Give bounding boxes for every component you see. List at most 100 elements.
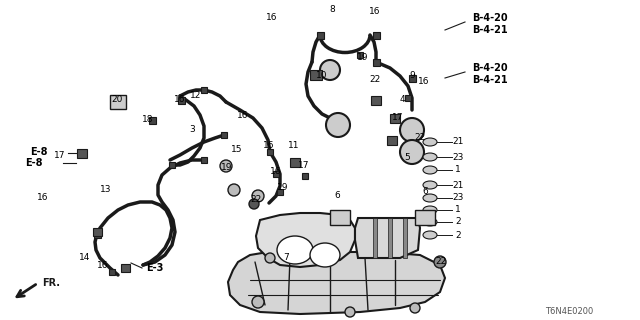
Text: 19: 19	[277, 183, 289, 193]
Text: 21: 21	[452, 180, 464, 189]
Text: 10: 10	[316, 70, 328, 79]
Text: 1: 1	[455, 205, 461, 214]
Text: 20: 20	[111, 95, 123, 105]
Text: 15: 15	[231, 146, 243, 155]
Text: 22: 22	[414, 133, 426, 142]
Text: B-4-20: B-4-20	[472, 13, 508, 23]
Text: 14: 14	[79, 253, 91, 262]
Ellipse shape	[423, 231, 437, 239]
Text: 19: 19	[221, 164, 233, 172]
Text: 23: 23	[452, 194, 464, 203]
Bar	[277, 189, 283, 195]
Polygon shape	[355, 218, 420, 258]
Ellipse shape	[277, 236, 313, 264]
Text: 4: 4	[399, 95, 405, 105]
Bar	[415, 210, 435, 225]
Text: B-4-21: B-4-21	[472, 25, 508, 35]
Bar	[390, 114, 400, 123]
Text: 17: 17	[298, 161, 310, 170]
Text: 3: 3	[189, 125, 195, 134]
Bar	[94, 231, 101, 238]
Text: 16: 16	[263, 140, 275, 149]
Bar	[302, 173, 308, 179]
Circle shape	[249, 199, 259, 209]
Text: 19: 19	[357, 52, 369, 61]
Bar	[221, 132, 227, 138]
Bar	[373, 32, 380, 39]
Text: 16: 16	[37, 194, 49, 203]
Circle shape	[400, 140, 424, 164]
Bar	[373, 59, 380, 66]
Polygon shape	[228, 252, 445, 314]
Bar	[109, 269, 115, 275]
Text: 22: 22	[435, 258, 447, 267]
Text: 16: 16	[419, 77, 429, 86]
Circle shape	[345, 307, 355, 317]
Bar	[77, 149, 87, 158]
Text: 16: 16	[270, 167, 282, 177]
Bar	[201, 87, 207, 93]
Text: 17: 17	[392, 114, 404, 123]
Text: 18: 18	[142, 116, 154, 124]
Text: B-4-21: B-4-21	[472, 75, 508, 85]
Text: E-3: E-3	[146, 263, 163, 273]
Text: 13: 13	[100, 186, 112, 195]
Text: 16: 16	[97, 260, 109, 269]
Circle shape	[400, 118, 424, 142]
Text: 17: 17	[54, 150, 66, 159]
Text: 21: 21	[452, 138, 464, 147]
Ellipse shape	[423, 181, 437, 189]
Ellipse shape	[423, 138, 437, 146]
Text: 16: 16	[174, 95, 186, 105]
Text: 7: 7	[283, 253, 289, 262]
Bar	[121, 264, 130, 272]
Ellipse shape	[423, 206, 437, 214]
Bar	[178, 97, 185, 104]
Bar	[310, 70, 322, 80]
Bar	[405, 95, 411, 101]
Circle shape	[220, 160, 232, 172]
Bar	[149, 117, 156, 124]
Bar	[387, 136, 397, 145]
Text: FR.: FR.	[42, 278, 60, 288]
Circle shape	[252, 296, 264, 308]
Text: 12: 12	[190, 91, 202, 100]
Ellipse shape	[423, 153, 437, 161]
Text: 6: 6	[334, 190, 340, 199]
Circle shape	[252, 190, 264, 202]
Bar	[93, 228, 102, 236]
Bar	[273, 171, 279, 177]
Text: 22: 22	[369, 76, 381, 84]
Circle shape	[320, 60, 340, 80]
Text: 6: 6	[422, 188, 428, 196]
Ellipse shape	[423, 166, 437, 174]
Text: 16: 16	[237, 110, 249, 119]
Bar	[373, 218, 377, 258]
Text: 8: 8	[329, 5, 335, 14]
Text: 9: 9	[409, 70, 415, 79]
Text: 23: 23	[452, 153, 464, 162]
Bar	[409, 75, 416, 82]
Bar	[330, 210, 350, 225]
Bar	[371, 96, 381, 105]
Circle shape	[326, 113, 350, 137]
Bar	[267, 149, 273, 155]
Text: E-8: E-8	[30, 147, 47, 157]
Bar	[290, 158, 300, 167]
Bar	[201, 157, 207, 163]
Bar	[169, 162, 175, 168]
Text: 11: 11	[288, 140, 300, 149]
Text: 22: 22	[250, 196, 262, 204]
Text: 16: 16	[369, 7, 381, 17]
Text: 2: 2	[455, 218, 461, 227]
Text: 5: 5	[404, 154, 410, 163]
Circle shape	[265, 253, 275, 263]
Bar	[388, 218, 392, 258]
Bar	[357, 52, 363, 58]
Text: T6N4E0200: T6N4E0200	[545, 308, 593, 316]
Ellipse shape	[423, 194, 437, 202]
Bar	[403, 218, 407, 258]
Text: 16: 16	[266, 13, 278, 22]
Text: E-8: E-8	[25, 158, 42, 168]
Ellipse shape	[310, 243, 340, 267]
